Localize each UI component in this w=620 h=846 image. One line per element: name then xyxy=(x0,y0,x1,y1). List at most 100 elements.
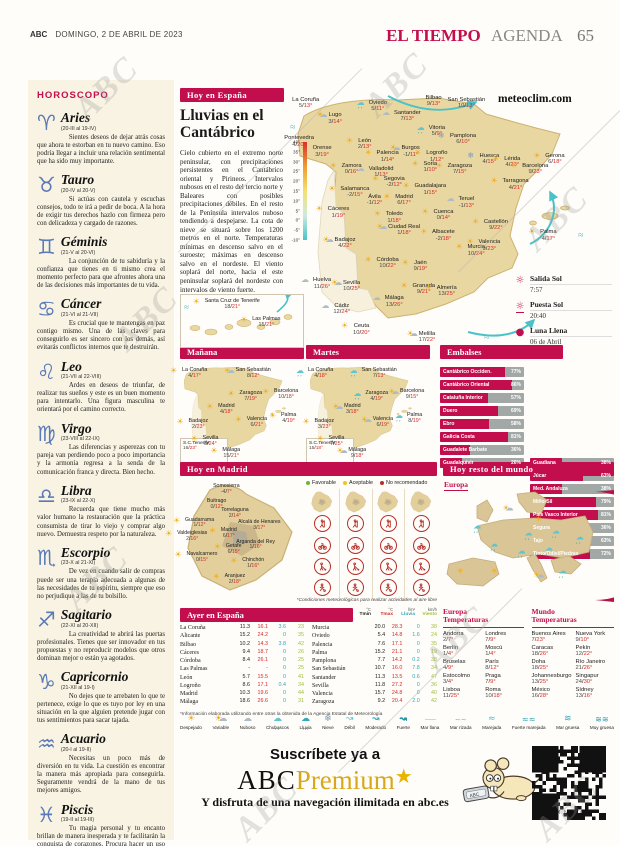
city-name: Gerona xyxy=(545,152,565,159)
town-temps: 1/12° xyxy=(193,522,206,529)
station-name: Murcia xyxy=(312,625,330,631)
weather-icon xyxy=(402,259,409,267)
temperature-scale: 40° 35° 30° 25° 20° 15° 10° 5° 0° -5° -10° xyxy=(289,140,315,244)
reservoir-name: Cantábrico Occiden. xyxy=(443,368,492,375)
ad-tagline: Y disfruta de una navegación ilimitada e… xyxy=(201,795,449,809)
temp-entry: México 16/28° xyxy=(532,687,572,699)
city-weather-label: Oviedo 5/11° xyxy=(369,100,387,113)
reservoir-name: País Vasco Interior xyxy=(533,511,578,518)
city-name: Berlín xyxy=(443,644,459,651)
city-name: Barcelona xyxy=(273,387,299,394)
svg-text:≈: ≈ xyxy=(484,332,490,343)
city-name: Palma xyxy=(540,229,557,236)
weather-icon xyxy=(361,416,372,424)
city-name: Santander xyxy=(393,109,421,116)
town-weather-label: Buitrago 0/12° xyxy=(207,499,226,510)
tmin-value: 11.3 xyxy=(239,624,250,630)
rain-value: 0 xyxy=(283,698,286,705)
weather-icon xyxy=(316,205,323,213)
zodiac-icon: ♉ xyxy=(37,173,56,198)
weather-icon xyxy=(421,208,428,216)
city-name: Palencia xyxy=(376,150,399,157)
city-name: San Sebastián xyxy=(361,366,397,373)
legend-label: No recomendado xyxy=(385,480,428,486)
tmin-value: 20.0 xyxy=(374,624,386,630)
footballer-prohibited-icon xyxy=(347,579,365,597)
weather-icon xyxy=(350,367,358,378)
weather-icon xyxy=(576,533,584,546)
weather-icon xyxy=(301,276,309,284)
tmax-value: 24.2 xyxy=(257,632,269,639)
temp-entry: Bruselas 4/9° xyxy=(443,659,481,671)
sun-moon-icon xyxy=(512,327,528,338)
city-name: San Sebastián xyxy=(235,366,271,373)
city-temps: 10/22° xyxy=(379,263,397,270)
weather-icon xyxy=(533,152,540,160)
city-weather-label: Zamora 0/16° xyxy=(342,163,362,176)
legend-item: Marejada xyxy=(482,714,501,730)
weather-icon xyxy=(446,195,454,203)
sun-info-label: Salida Sol xyxy=(530,274,612,285)
weather-headline: Lluvias en el Cantábrico xyxy=(180,107,264,141)
forecast-map-tuesday: Martes La Coruña 4/18° San Sebastián 7/1… xyxy=(303,345,430,466)
city-name: Valencia xyxy=(478,239,501,246)
world-temperatures-panel: Europa Temperaturas Andorra 2/7° Londres… xyxy=(443,607,614,699)
zone-map-icon xyxy=(377,491,399,513)
wind-value: 23 xyxy=(298,624,304,630)
sign-text: La conjunción de tu sabiduría y la confi… xyxy=(37,257,165,290)
sign-text: Es crucial que te mantengas en paz conti… xyxy=(37,319,165,352)
town-weather-label: Madrid 6/17° xyxy=(221,527,237,539)
city-temps: 7/25° xyxy=(330,441,343,448)
legend-item: Despejado xyxy=(180,714,202,730)
city-name: La Coruña xyxy=(182,366,208,373)
city-temps: 16/23° xyxy=(183,446,197,452)
tmin-value: 18.6 xyxy=(239,698,251,705)
city-temps: 7/13° xyxy=(400,116,415,123)
sun-info-label: Luna Llena xyxy=(530,326,612,337)
weather-icon xyxy=(303,418,310,426)
city-temps: 10/18° xyxy=(485,692,503,699)
horoscope-sign: ♒ Acuario (20-I al 19-II) Necesitas un p… xyxy=(37,732,165,795)
sign-dates: (20-IV al 20-V) xyxy=(60,187,96,194)
reservoir-fill xyxy=(440,445,471,455)
reservoir-percent: 81% xyxy=(510,433,521,440)
weather-icon xyxy=(403,182,410,190)
tomorrow-badge: Mañana xyxy=(180,345,304,359)
town-temps: -4/7° xyxy=(220,489,232,496)
city-temps: 12/24° xyxy=(333,309,351,316)
city-temps: 8/12° xyxy=(485,664,499,671)
city-temps: 8/19° xyxy=(408,418,421,425)
reservoir-percent: 36% xyxy=(600,524,611,531)
legend-label: Mar gruesa xyxy=(556,725,580,730)
wind-value: 19 xyxy=(431,648,438,655)
city-weather-label: Sevilla 10/25° xyxy=(343,280,360,293)
legend-weather-icon xyxy=(180,714,202,725)
legend-weather-icon xyxy=(213,714,230,725)
zone-map-icon xyxy=(345,491,366,513)
legend-weather-icon xyxy=(344,714,354,725)
city-weather-label: Madrid 4/18° xyxy=(218,403,234,416)
weather-icon xyxy=(473,522,481,535)
brand-premium: Premium xyxy=(295,765,395,795)
city-weather-label: La Coruña 4/17° xyxy=(182,366,208,380)
weather-icon xyxy=(365,256,372,264)
city-temps: 15/21° xyxy=(258,321,275,328)
hiker-prohibited-icon xyxy=(347,515,365,533)
table-row: Pamplona 7.7 14.2 0.2 38 xyxy=(312,657,437,665)
city-name: Valladolid xyxy=(368,165,394,172)
city-temps: 9/23° xyxy=(528,169,543,176)
zodiac-icon: ♎ xyxy=(37,483,56,508)
weather-icon xyxy=(332,403,343,411)
city-temps: 7/23° xyxy=(531,636,546,643)
weather-icon xyxy=(269,412,276,420)
city-name: Pamplona xyxy=(450,132,477,139)
zodiac-icon: ♐ xyxy=(37,608,56,632)
table-row: San Sebastián 10.7 16.0 7.8 34 xyxy=(312,665,437,673)
temp-entry: Buenos Aires 7/23° xyxy=(532,631,572,643)
weather-icon xyxy=(175,551,182,559)
city-name: Soria xyxy=(423,160,438,167)
sun-moon-icon xyxy=(512,301,528,312)
sun-info-value: 20:40 xyxy=(530,312,546,320)
table-row: Alicante 15.2 24.2 0 35 xyxy=(180,632,304,640)
city-name: Pekín xyxy=(575,644,591,651)
